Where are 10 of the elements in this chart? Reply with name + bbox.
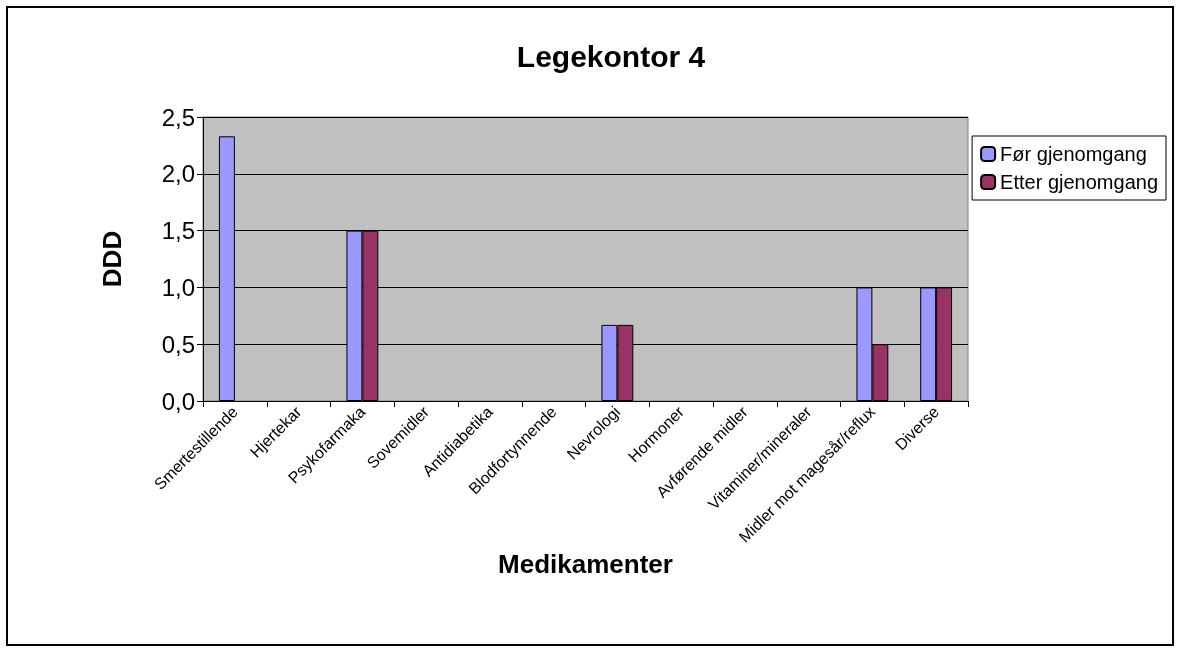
y-tick-label: 0,5 [161, 330, 195, 358]
y-tick-label: 2,5 [161, 103, 195, 131]
legend-label: Før gjenomgang [1000, 143, 1147, 165]
legend-label: Etter gjenomgang [1000, 171, 1159, 193]
chart-title: Legekontor 4 [516, 39, 706, 73]
y-axis-title: DDD [97, 230, 127, 288]
x-axis-title: Medikamenter [498, 549, 673, 579]
y-tick-label: 1,5 [161, 217, 195, 245]
y-tick-label: 2,0 [161, 160, 195, 188]
y-tick-label: 1,0 [161, 273, 195, 301]
